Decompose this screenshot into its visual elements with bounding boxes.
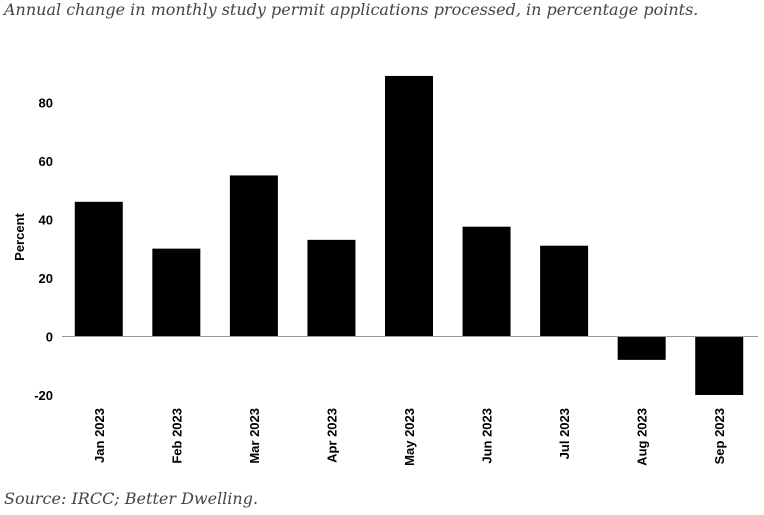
bar: [74, 201, 123, 337]
source-note: Source: IRCC; Better Dwelling.: [4, 489, 258, 508]
y-tick-label: 80: [39, 95, 53, 110]
x-tick-label: Jul 2023: [557, 408, 572, 459]
x-tick-label: Jan 2023: [92, 408, 107, 463]
bar: [462, 226, 511, 337]
x-tick-label: Jun 2023: [480, 408, 495, 464]
bar: [540, 245, 589, 337]
y-tick-label: -20: [34, 388, 53, 403]
y-tick-label: 60: [39, 154, 53, 169]
y-tick-label: 20: [39, 271, 53, 286]
x-tick-label: Feb 2023: [169, 408, 184, 464]
x-tick-label: Aug 2023: [635, 408, 650, 466]
bar: [695, 336, 744, 395]
x-tick-label: Sep 2023: [712, 408, 727, 464]
x-tick-label: May 2023: [402, 408, 417, 466]
bar: [307, 239, 356, 337]
bar: [229, 175, 278, 337]
bar: [617, 336, 666, 360]
y-tick-label: 40: [39, 212, 53, 227]
y-tick-label: 0: [46, 329, 53, 344]
bar: [385, 75, 433, 337]
chart-title: Annual change in monthly study permit ap…: [2, 0, 698, 19]
bar: [152, 248, 201, 337]
x-tick-label: Mar 2023: [247, 408, 262, 464]
x-tick-label: Apr 2023: [324, 408, 339, 463]
y-axis-label: Percent: [12, 212, 27, 260]
